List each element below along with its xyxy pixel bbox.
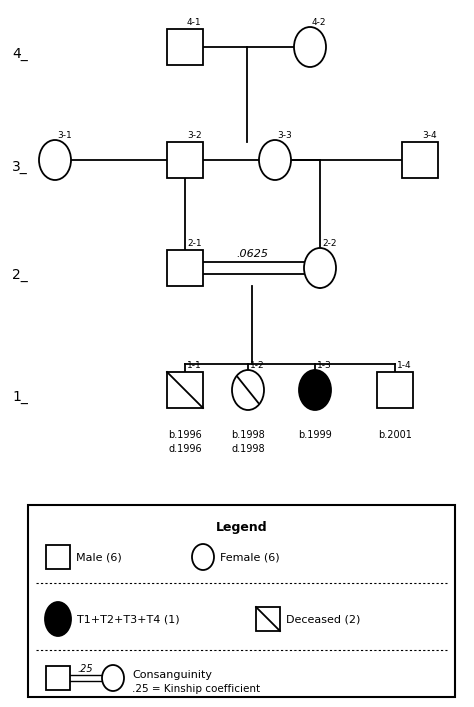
Text: b.1996
d.1996: b.1996 d.1996 (168, 430, 202, 454)
Bar (377, 372, 413, 408)
Text: .0625: .0625 (237, 249, 268, 259)
Bar (167, 250, 203, 286)
Text: 3-3: 3-3 (277, 131, 292, 140)
Ellipse shape (259, 140, 291, 180)
Ellipse shape (45, 602, 71, 636)
Text: 2-2: 2-2 (322, 239, 337, 248)
Text: Consanguinity: Consanguinity (132, 670, 212, 680)
Bar (28, 505, 455, 697)
Bar (46, 666, 70, 690)
Ellipse shape (294, 27, 326, 67)
Text: .25: .25 (78, 664, 93, 674)
Text: b.1998
d.1998: b.1998 d.1998 (231, 430, 265, 454)
Text: 4_: 4_ (12, 47, 28, 61)
Text: Female (6): Female (6) (220, 552, 280, 562)
Text: 2_: 2_ (12, 268, 28, 282)
Ellipse shape (304, 248, 336, 288)
Ellipse shape (299, 370, 331, 410)
Text: 1-1: 1-1 (187, 361, 202, 370)
Text: 3-1: 3-1 (57, 131, 72, 140)
Text: T1+T2+T3+T4 (1): T1+T2+T3+T4 (1) (77, 614, 180, 624)
Text: Legend: Legend (216, 521, 267, 534)
Bar (167, 142, 203, 178)
Text: 4-1: 4-1 (187, 18, 201, 27)
Text: b.2001: b.2001 (378, 430, 412, 440)
Bar (167, 372, 203, 408)
Text: 1-2: 1-2 (250, 361, 264, 370)
Bar (167, 29, 203, 65)
Ellipse shape (192, 544, 214, 570)
Text: 1-3: 1-3 (317, 361, 332, 370)
Ellipse shape (232, 370, 264, 410)
Text: 4-2: 4-2 (312, 18, 327, 27)
Bar (256, 607, 280, 631)
Bar (402, 142, 438, 178)
Text: 1_: 1_ (12, 390, 28, 404)
Bar (46, 545, 70, 569)
Text: Male (6): Male (6) (76, 552, 122, 562)
Text: 3_: 3_ (12, 160, 28, 174)
Text: 2-1: 2-1 (187, 239, 201, 248)
Text: .25 = Kinship coefficient: .25 = Kinship coefficient (132, 684, 260, 694)
Text: 1-4: 1-4 (397, 361, 411, 370)
Ellipse shape (102, 665, 124, 691)
Ellipse shape (39, 140, 71, 180)
Text: b.1999: b.1999 (298, 430, 332, 440)
Text: Deceased (2): Deceased (2) (286, 614, 360, 624)
Text: 3-4: 3-4 (422, 131, 437, 140)
Text: 3-2: 3-2 (187, 131, 201, 140)
